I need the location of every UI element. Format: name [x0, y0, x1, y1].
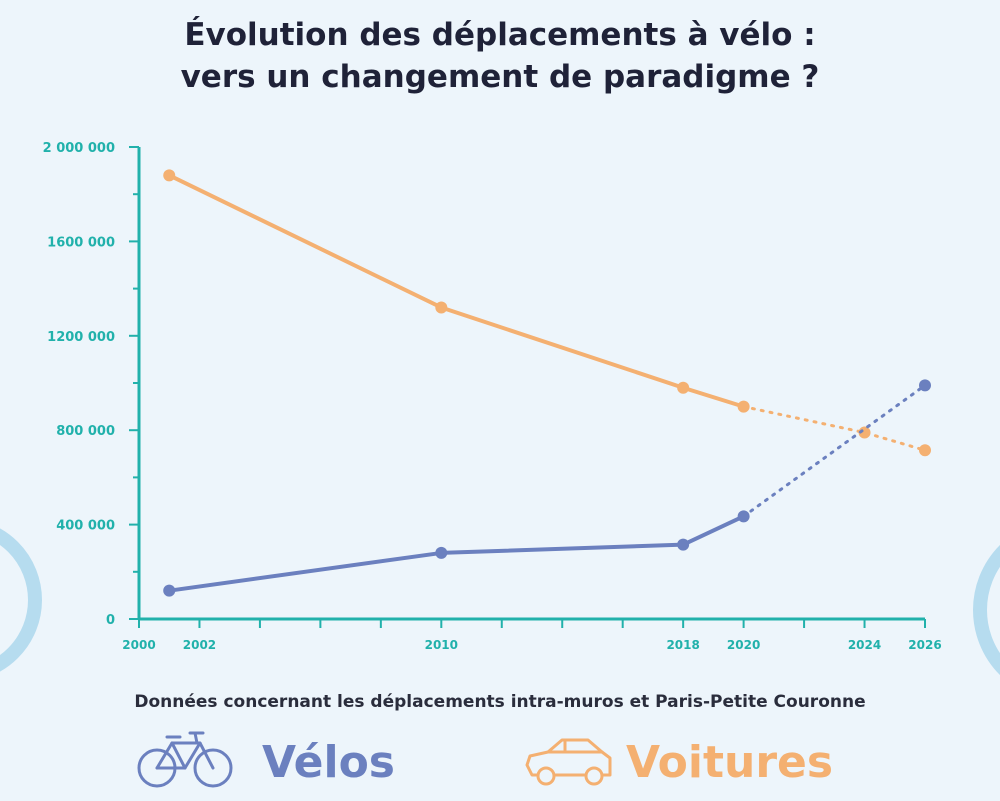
data-point-voitures	[435, 301, 448, 314]
data-point-velos	[919, 379, 931, 392]
series-line-velos	[167, 514, 746, 593]
y-tick-label: 800 000	[56, 424, 115, 439]
bicycle-icon	[137, 731, 233, 788]
data-point-velos	[737, 510, 750, 523]
series-line-voitures	[167, 173, 746, 409]
data-note: Données concernant les déplacements intr…	[134, 692, 866, 712]
data-point-voitures	[677, 381, 690, 394]
chart-title-line-2: vers un changement de paradigme ?	[180, 59, 820, 95]
x-tick-label: 2000	[122, 638, 155, 652]
left-ring-decoration	[0, 528, 42, 672]
y-tick-label: 2 000 000	[43, 141, 115, 156]
series-projection-velos	[742, 383, 927, 518]
x-tick-label: 2026	[908, 638, 941, 652]
data-point-velos	[677, 538, 690, 551]
legend-label-voitures: Voitures	[626, 737, 834, 788]
data-point-voitures	[919, 444, 931, 457]
y-tick-label: 1200 000	[47, 330, 115, 345]
x-tick-label: 2018	[666, 638, 699, 652]
chart-title: Évolution des déplacements à vélo : vers…	[0, 14, 1000, 98]
x-tick-label: 2020	[727, 638, 760, 652]
data-point-velos	[435, 546, 448, 559]
chart-series	[163, 169, 931, 597]
car-icon	[525, 738, 612, 786]
x-tick-label: 2024	[848, 638, 881, 652]
data-point-voitures	[737, 400, 750, 413]
data-point-velos	[163, 584, 176, 597]
x-tick-label: 2010	[425, 638, 458, 652]
data-point-voitures	[163, 169, 176, 182]
y-tick-label: 0	[106, 613, 115, 628]
right-ring-decoration	[973, 544, 1000, 676]
y-tick-label: 1600 000	[47, 235, 115, 250]
x-tick-label: 2002	[183, 638, 216, 652]
chart-title-line-1: Évolution des déplacements à vélo :	[184, 17, 816, 53]
legend-label-velos: Vélos	[262, 737, 395, 788]
y-tick-label: 400 000	[56, 519, 115, 534]
chart-axes: 0 400 000 800 000 1200 000 1600 000 2 000 000…	[43, 141, 942, 652]
